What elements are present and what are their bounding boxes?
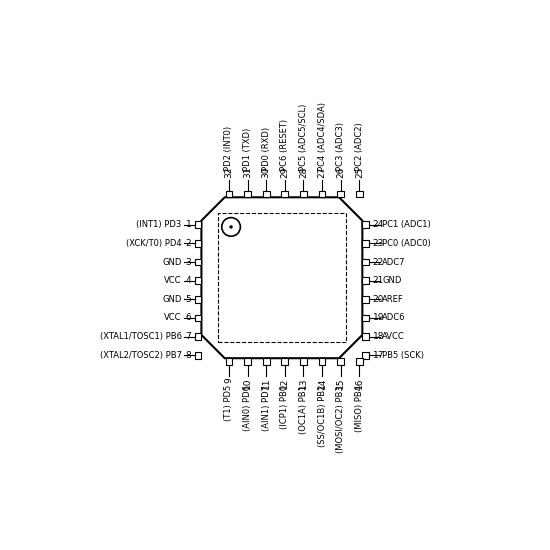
- Text: PB5 (SCK): PB5 (SCK): [382, 351, 424, 360]
- Bar: [195, 222, 201, 228]
- Bar: [356, 190, 363, 197]
- Bar: [244, 190, 251, 197]
- Text: 20: 20: [372, 295, 384, 304]
- Text: PC2 (ADC2): PC2 (ADC2): [355, 122, 364, 170]
- Text: PC3 (ADC3): PC3 (ADC3): [336, 122, 345, 170]
- Bar: [362, 352, 369, 359]
- Text: PD1 (TXD): PD1 (TXD): [243, 128, 252, 170]
- Text: 22: 22: [372, 257, 384, 267]
- Text: (XTAL2/TOSC2) PB7: (XTAL2/TOSC2) PB7: [100, 351, 182, 360]
- Bar: [195, 258, 201, 266]
- Text: VCC: VCC: [164, 276, 182, 285]
- Text: 10: 10: [243, 377, 252, 389]
- Bar: [282, 190, 288, 197]
- Text: (AIN1) PD7: (AIN1) PD7: [262, 385, 271, 431]
- Bar: [362, 258, 369, 266]
- Text: 11: 11: [262, 377, 271, 389]
- Text: (XTAL1/TOSC1) PB6: (XTAL1/TOSC1) PB6: [100, 332, 182, 341]
- Text: GND: GND: [382, 276, 402, 285]
- Bar: [263, 190, 270, 197]
- Text: 32: 32: [224, 167, 233, 178]
- Text: 7: 7: [185, 332, 191, 341]
- Bar: [362, 315, 369, 321]
- Text: 12: 12: [280, 377, 289, 389]
- Bar: [226, 358, 232, 365]
- Text: 16: 16: [355, 377, 364, 389]
- Text: PC6 (RESET): PC6 (RESET): [280, 118, 289, 170]
- Bar: [337, 358, 344, 365]
- Text: 18: 18: [372, 332, 384, 341]
- Bar: [356, 358, 363, 365]
- Text: 4: 4: [185, 276, 191, 285]
- Bar: [362, 240, 369, 247]
- Bar: [195, 333, 201, 340]
- Text: 31: 31: [243, 167, 252, 178]
- Text: (SS/OC1B) PB2: (SS/OC1B) PB2: [317, 385, 327, 447]
- Bar: [244, 358, 251, 365]
- Text: (XCK/T0) PD4: (XCK/T0) PD4: [126, 239, 182, 248]
- Text: 1: 1: [185, 221, 191, 229]
- Text: 2: 2: [185, 239, 191, 248]
- Text: 6: 6: [185, 314, 191, 322]
- Text: 25: 25: [355, 167, 364, 178]
- Text: PC0 (ADC0): PC0 (ADC0): [382, 239, 431, 248]
- Bar: [300, 358, 307, 365]
- Text: 30: 30: [262, 167, 271, 178]
- Bar: [195, 277, 201, 284]
- Bar: [195, 352, 201, 359]
- Text: 9: 9: [224, 377, 233, 383]
- Bar: [337, 190, 344, 197]
- Bar: [195, 315, 201, 321]
- Text: 15: 15: [336, 377, 345, 389]
- Bar: [362, 277, 369, 284]
- Text: PC4 (ADC4/SDA): PC4 (ADC4/SDA): [317, 102, 327, 170]
- Text: 28: 28: [299, 167, 308, 178]
- Text: PC1 (ADC1): PC1 (ADC1): [382, 221, 431, 229]
- Text: 19: 19: [372, 314, 384, 322]
- Text: 21: 21: [372, 276, 384, 285]
- Text: 14: 14: [317, 377, 327, 389]
- Bar: [195, 296, 201, 303]
- Text: ADC6: ADC6: [382, 314, 406, 322]
- Text: (ICP1) PB0: (ICP1) PB0: [280, 385, 289, 429]
- Text: PD0 (RXD): PD0 (RXD): [262, 126, 271, 170]
- Text: (AIN0) PD6: (AIN0) PD6: [243, 385, 252, 431]
- Text: AVCC: AVCC: [382, 332, 405, 341]
- Bar: [195, 240, 201, 247]
- Bar: [362, 296, 369, 303]
- Text: AREF: AREF: [382, 295, 404, 304]
- Text: GND: GND: [162, 257, 182, 267]
- Bar: [282, 358, 288, 365]
- Text: 13: 13: [299, 377, 308, 389]
- Text: ADC7: ADC7: [382, 257, 406, 267]
- Text: (MISO) PB4: (MISO) PB4: [355, 385, 364, 432]
- Bar: [362, 333, 369, 340]
- Text: (MOSI/OC2) PB3: (MOSI/OC2) PB3: [336, 385, 345, 453]
- Bar: [263, 358, 270, 365]
- Text: VCC: VCC: [164, 314, 182, 322]
- Text: 5: 5: [185, 295, 191, 304]
- Polygon shape: [201, 197, 362, 358]
- Text: PD2 (INT0): PD2 (INT0): [224, 125, 233, 170]
- Circle shape: [229, 226, 233, 229]
- Text: 26: 26: [336, 167, 345, 178]
- Text: (INT1) PD3: (INT1) PD3: [136, 221, 182, 229]
- Text: (OC1A) PB1: (OC1A) PB1: [299, 385, 308, 434]
- Text: 27: 27: [317, 167, 327, 178]
- Text: 29: 29: [280, 167, 289, 178]
- Bar: [217, 213, 346, 342]
- Text: 17: 17: [372, 351, 384, 360]
- Bar: [362, 222, 369, 228]
- Text: GND: GND: [162, 295, 182, 304]
- Text: 3: 3: [185, 257, 191, 267]
- Bar: [318, 358, 326, 365]
- Text: 24: 24: [372, 221, 384, 229]
- Bar: [300, 190, 307, 197]
- Text: 23: 23: [372, 239, 384, 248]
- Text: (T1) PD5: (T1) PD5: [224, 385, 233, 421]
- Bar: [226, 190, 232, 197]
- Text: PC5 (ADC5/SCL): PC5 (ADC5/SCL): [299, 103, 308, 170]
- Text: 8: 8: [185, 351, 191, 360]
- Bar: [318, 190, 326, 197]
